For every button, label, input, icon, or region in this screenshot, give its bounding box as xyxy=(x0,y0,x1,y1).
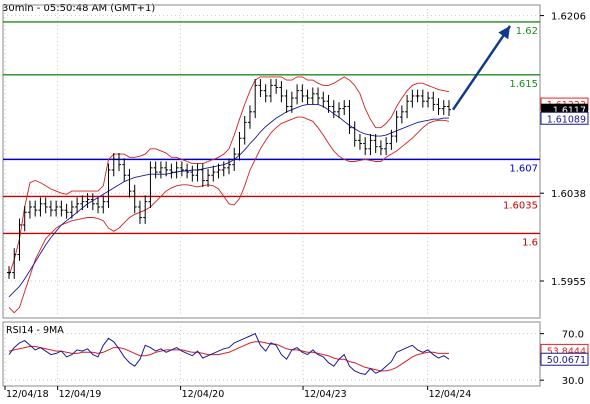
rsi-title: RSI14 - 9MA xyxy=(6,325,64,336)
moving-average-line xyxy=(8,103,449,298)
x-tick-label: 12/04/18 xyxy=(6,389,49,400)
price-tag-box xyxy=(540,111,589,125)
upper-bollinger-band xyxy=(8,76,450,276)
price-tick-label: 1.6206 xyxy=(551,12,586,23)
forecast-arrow-head xyxy=(498,25,510,40)
price-tick-label: 1.6038 xyxy=(551,189,586,200)
price-tag: 1.61089 xyxy=(540,111,589,125)
price-tag-label: 1.6117 xyxy=(553,106,586,117)
price-tag-label: 1.61089 xyxy=(547,114,586,125)
lower-bollinger-band xyxy=(8,116,450,314)
level-label: 1.62 xyxy=(516,26,538,37)
price-panel-frame xyxy=(2,4,541,319)
chart-header: 30min - 05:50:48 AM (GMT+1) xyxy=(2,3,155,14)
level-label: 1.6035 xyxy=(503,200,538,211)
x-tick-label: 12/04/19 xyxy=(59,389,102,400)
rsi-tag-label: 50.0671 xyxy=(547,355,586,366)
rsi-line xyxy=(8,332,450,375)
price-tick-label: 1.5955 xyxy=(551,277,586,288)
x-tick-label: 12/04/20 xyxy=(182,389,225,400)
x-tick-label: 12/04/24 xyxy=(429,389,472,400)
rsi-tick-label: 30.0 xyxy=(562,376,584,387)
x-tick-label: 12/04/23 xyxy=(304,389,347,400)
rsi-tag-box xyxy=(540,352,589,366)
rsi-ma-line xyxy=(8,341,449,372)
rsi-tag-label: 53.8444 xyxy=(547,346,586,357)
rsi-tag: 50.0671 xyxy=(540,352,589,366)
level-label: 1.6 xyxy=(522,237,538,248)
forecast-arrow-shaft xyxy=(451,25,512,111)
rsi-tick-label: 70.0 xyxy=(562,330,584,341)
rsi-panel-frame xyxy=(2,321,541,387)
level-label: 1.607 xyxy=(509,163,538,174)
level-label: 1.615 xyxy=(509,79,538,90)
